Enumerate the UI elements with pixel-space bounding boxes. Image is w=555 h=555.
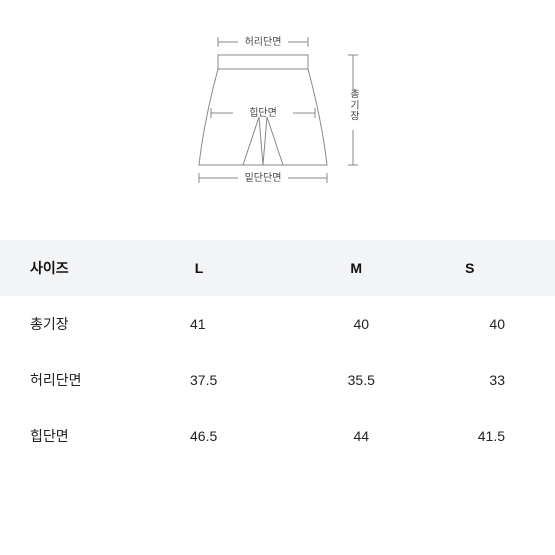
cell-value: 41.5 — [425, 408, 555, 464]
row-label: 총기장 — [0, 296, 130, 352]
hip-label: 힙단면 — [249, 107, 277, 119]
cell-value: 46.5 — [130, 408, 328, 464]
cell-value: 35.5 — [328, 352, 425, 408]
size-table: 사이즈 L M S 총기장 41 40 40 허리단면 37.5 35.5 33… — [0, 240, 555, 464]
length-label: 총기장 — [347, 88, 359, 121]
col-header-m: M — [328, 240, 425, 296]
col-header-s: S — [425, 240, 555, 296]
table-header-row: 사이즈 L M S — [0, 240, 555, 296]
cell-value: 40 — [425, 296, 555, 352]
row-label: 허리단면 — [0, 352, 130, 408]
table-row: 총기장 41 40 40 — [0, 296, 555, 352]
cell-value: 44 — [328, 408, 425, 464]
col-header-size-label: 사이즈 — [0, 240, 130, 296]
col-header-l: L — [130, 240, 328, 296]
hem-label: 밑단단면 — [244, 172, 281, 184]
table-row: 힙단면 46.5 44 41.5 — [0, 408, 555, 464]
row-label: 힙단면 — [0, 408, 130, 464]
cell-value: 41 — [130, 296, 328, 352]
table-row: 허리단면 37.5 35.5 33 — [0, 352, 555, 408]
cell-value: 40 — [328, 296, 425, 352]
skirt-diagram-svg: 허리단면 힙단면 밑단단면 총기장 — [163, 25, 393, 210]
waist-label: 허리단면 — [244, 36, 281, 48]
cell-value: 33 — [425, 352, 555, 408]
cell-value: 37.5 — [130, 352, 328, 408]
size-diagram: 허리단면 힙단면 밑단단면 총기장 — [0, 0, 555, 240]
